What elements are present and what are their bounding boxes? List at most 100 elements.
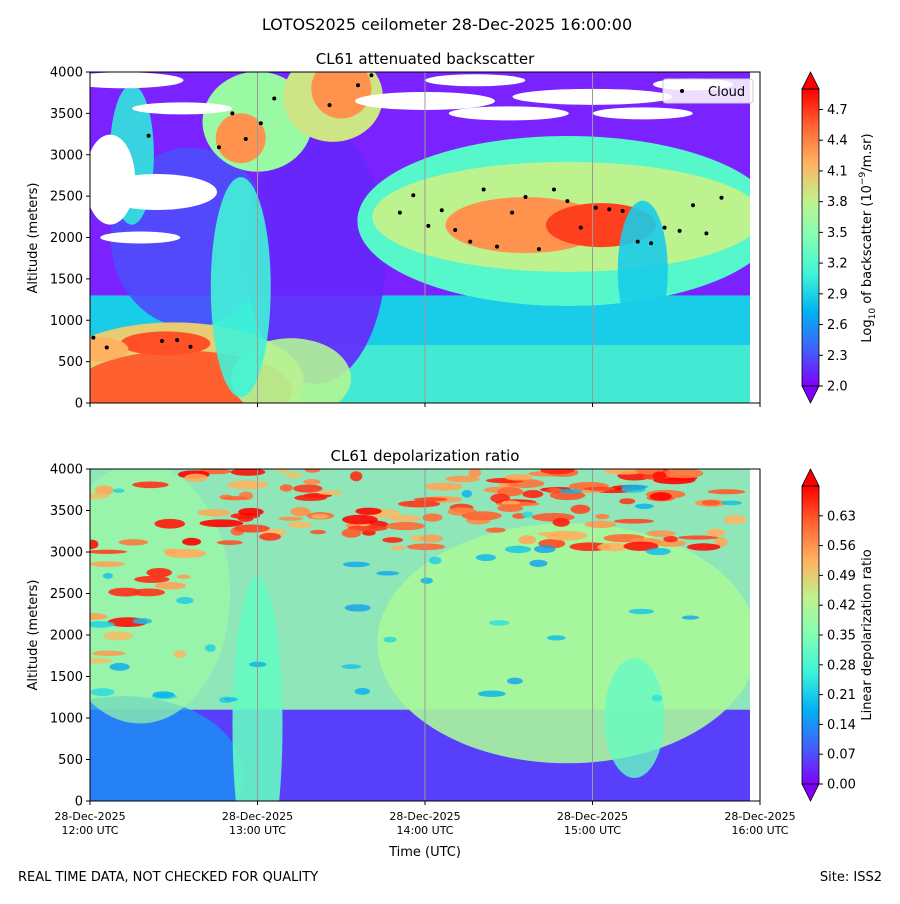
depol-noise-streak	[485, 527, 506, 533]
backscatter-legend[interactable]: Cloud	[662, 78, 754, 104]
depol-noise-streak	[522, 490, 544, 499]
x-tick-time: 16:00 UTC	[731, 824, 788, 837]
y-tick-label: 500	[58, 355, 83, 370]
depol-noise-streak	[663, 535, 678, 543]
depol-noise-streak	[649, 492, 672, 501]
depolarization-layers	[90, 469, 758, 801]
depol-noise-streak	[341, 664, 362, 670]
depol-noise-streak	[720, 500, 742, 506]
depol-noise-streak	[317, 490, 343, 495]
depol-noise-streak	[102, 572, 113, 579]
depolarization-ylabel: Altitude (meters)	[26, 580, 41, 691]
depol-noise-streak	[94, 485, 114, 496]
colorbar-tick-label: 3.2	[827, 257, 848, 272]
y-tick-label: 0	[75, 795, 83, 810]
cloud-point	[91, 335, 96, 340]
colorbar-tick-label: 0.63	[827, 509, 856, 524]
depol-noise-streak	[490, 493, 511, 503]
depol-noise-streak	[613, 518, 654, 524]
depol-noise-streak	[154, 518, 186, 529]
legend-marker-cloud	[680, 89, 684, 93]
colorbar-tick-label: 2.3	[827, 349, 848, 364]
depol-noise-streak	[118, 539, 149, 546]
x-tick-time: 14:00 UTC	[396, 824, 453, 837]
depol-noise-streak	[468, 469, 482, 478]
depol-noise-streak	[176, 596, 194, 605]
cloud-point	[495, 244, 500, 249]
depol-noise-streak	[547, 487, 563, 493]
depol-noise-streak	[552, 517, 570, 527]
depol-noise-streak	[102, 631, 134, 641]
cloud-point	[411, 193, 416, 198]
depol-noise-streak	[230, 469, 266, 476]
legend-label-cloud: Cloud	[708, 85, 745, 100]
clear-air-region	[246, 124, 387, 385]
depol-noise-streak	[279, 484, 293, 492]
depol-noise-streak	[681, 615, 700, 620]
depol-noise-streak	[652, 471, 667, 480]
depol-noise-streak	[595, 513, 610, 520]
depolarization-y-axis: 0 500 1000 1500 2000 2500 3000 3500 4000	[50, 463, 90, 810]
depol-noise-streak	[597, 542, 630, 552]
cloud-point	[468, 239, 473, 244]
depol-noise-streak	[707, 489, 746, 495]
depol-noise-streak	[152, 691, 175, 698]
x-tick-time: 13:00 UTC	[229, 824, 286, 837]
cloud-point	[146, 133, 151, 138]
upper-cloud-core	[215, 113, 266, 164]
depol-noise-streak	[303, 478, 321, 485]
missing-data-patch	[132, 102, 233, 115]
missing-data-patch	[425, 74, 526, 87]
depol-noise-streak	[216, 540, 243, 545]
depol-noise-streak	[108, 587, 142, 597]
depol-noise-streak	[173, 650, 187, 658]
colorbar-tick-label: 0.00	[827, 778, 856, 793]
cloud-virga	[617, 200, 668, 341]
depol-noise-streak	[182, 537, 202, 546]
depol-noise-streak	[603, 469, 646, 475]
cloud-point	[649, 241, 654, 246]
depol-noise-streak	[390, 545, 406, 550]
cloud-point	[175, 338, 180, 343]
depol-noise-streak	[540, 469, 575, 475]
cloud-point	[635, 239, 640, 244]
depol-noise-streak	[623, 541, 659, 551]
depolarization-colorbar-label: Linear depolarization ratio	[860, 549, 875, 720]
depol-noise-streak	[163, 548, 179, 555]
low-cloud-layer	[90, 337, 129, 362]
depol-noise-streak	[461, 511, 502, 521]
depol-noise-streak	[293, 484, 323, 493]
depol-noise-streak	[714, 537, 728, 548]
depol-noise-streak	[342, 514, 378, 525]
depol-noise-streak	[184, 473, 208, 482]
depol-noise-streak	[501, 500, 521, 506]
depol-noise-streak	[664, 469, 704, 479]
depol-noise-streak	[90, 621, 116, 628]
backscatter-layers	[90, 72, 760, 403]
backscatter-colorbar-outline	[801, 88, 820, 387]
y-tick-label: 1000	[50, 712, 83, 727]
cloud-point	[369, 73, 374, 78]
depol-noise-streak	[706, 528, 725, 537]
y-tick-label: 3500	[50, 107, 83, 122]
cloud-point	[620, 209, 625, 214]
cloud-point	[662, 225, 667, 230]
depol-noise-streak	[226, 480, 269, 490]
depol-noise-streak	[92, 650, 126, 657]
depol-noise-streak	[90, 549, 128, 554]
depolarization-blank-margin	[750, 469, 760, 801]
x-tick-time: 12:00 UTC	[61, 824, 118, 837]
depol-noise-streak	[723, 514, 747, 525]
cloud-point	[188, 344, 193, 349]
colorbar-tick-label: 4.7	[827, 103, 848, 118]
cloud-point	[704, 231, 709, 236]
depol-noise-streak	[132, 618, 153, 625]
colorbar-tick-label: 2.6	[827, 318, 848, 333]
upper-cloud-core	[311, 72, 372, 119]
colorbar-tick-label: 0.35	[827, 629, 856, 644]
depolarization-panel: CL61 depolarization ratio 0 500 1000 1500 20…	[26, 447, 875, 860]
cloud-point	[536, 247, 541, 252]
depol-noise-streak	[383, 636, 397, 643]
y-tick-label: 1500	[50, 670, 83, 685]
depol-noise-streak	[294, 494, 327, 502]
